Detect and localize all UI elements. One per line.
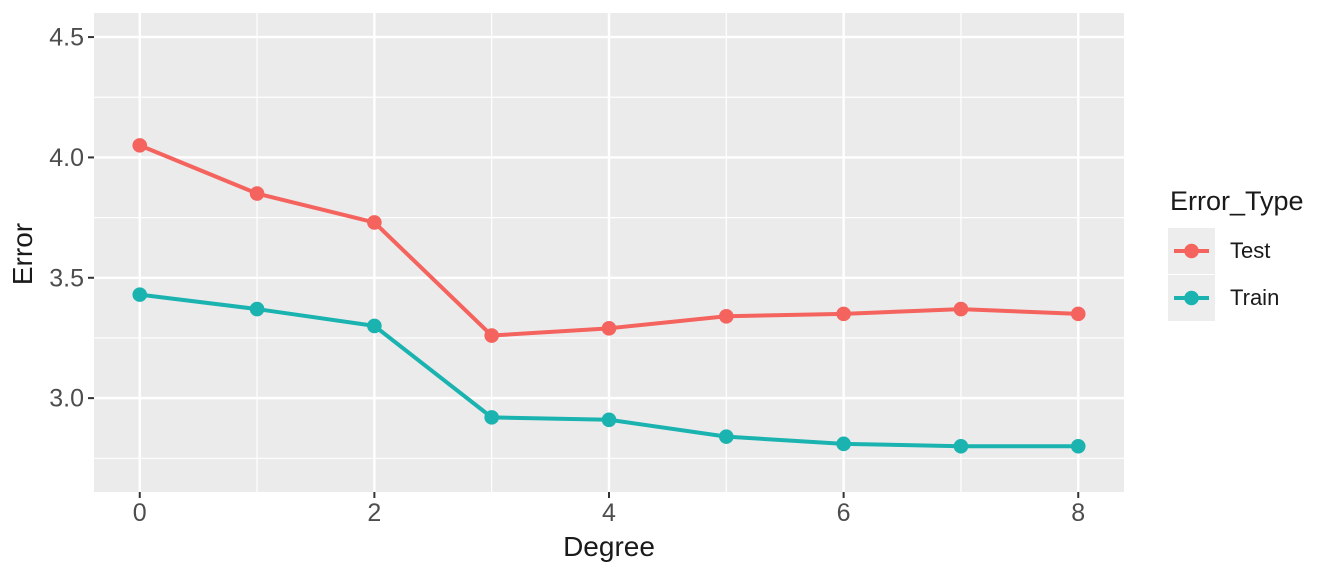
svg-text:3.0: 3.0 xyxy=(49,385,84,413)
legend-item-test: Test xyxy=(1168,227,1344,274)
svg-text:2: 2 xyxy=(367,499,381,527)
tick-marks xyxy=(88,36,1080,498)
series-train-points xyxy=(132,287,1086,454)
svg-text:4: 4 xyxy=(602,499,616,527)
svg-text:3.5: 3.5 xyxy=(49,264,84,292)
legend-item-train: Train xyxy=(1168,274,1344,321)
y-axis-title: Error xyxy=(7,222,38,286)
svg-text:6: 6 xyxy=(837,499,851,527)
major-gridlines xyxy=(94,13,1124,492)
series-test-points xyxy=(132,138,1086,343)
svg-text:8: 8 xyxy=(1071,499,1085,527)
y-tick-labels: 3.0 3.5 4.0 4.5 xyxy=(49,24,84,413)
x-axis-title: Degree xyxy=(563,531,655,562)
svg-text:0: 0 xyxy=(133,499,147,527)
legend-label-train: Train xyxy=(1230,284,1280,310)
x-tick-labels: 0 2 4 6 8 xyxy=(133,499,1085,527)
legend: Error_Type Test Train xyxy=(1168,186,1344,321)
svg-text:4.5: 4.5 xyxy=(49,24,84,52)
legend-key-test-icon xyxy=(1168,227,1215,274)
legend-title: Error_Type xyxy=(1170,186,1304,216)
svg-text:4.0: 4.0 xyxy=(49,144,84,172)
legend-key-train-icon xyxy=(1168,274,1215,321)
legend-label-test: Test xyxy=(1230,237,1271,263)
